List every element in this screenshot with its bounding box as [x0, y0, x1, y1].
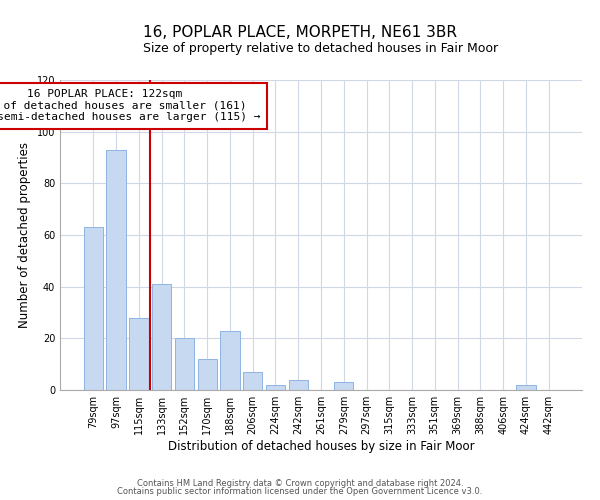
- Bar: [516, 385, 536, 390]
- Bar: [106, 150, 126, 390]
- Bar: [152, 284, 172, 390]
- Text: 16 POPLAR PLACE: 122sqm
← 55% of detached houses are smaller (161)
39% of semi-d: 16 POPLAR PLACE: 122sqm ← 55% of detache…: [0, 89, 260, 122]
- Bar: [129, 318, 149, 390]
- Bar: [84, 227, 103, 390]
- Y-axis label: Number of detached properties: Number of detached properties: [18, 142, 31, 328]
- Bar: [243, 372, 262, 390]
- Bar: [197, 359, 217, 390]
- Bar: [334, 382, 353, 390]
- X-axis label: Distribution of detached houses by size in Fair Moor: Distribution of detached houses by size …: [167, 440, 475, 453]
- Text: 16, POPLAR PLACE, MORPETH, NE61 3BR: 16, POPLAR PLACE, MORPETH, NE61 3BR: [143, 25, 457, 40]
- Bar: [266, 385, 285, 390]
- Bar: [175, 338, 194, 390]
- Bar: [289, 380, 308, 390]
- Bar: [220, 330, 239, 390]
- Text: Contains HM Land Registry data © Crown copyright and database right 2024.: Contains HM Land Registry data © Crown c…: [137, 478, 463, 488]
- Text: Contains public sector information licensed under the Open Government Licence v3: Contains public sector information licen…: [118, 487, 482, 496]
- Title: Size of property relative to detached houses in Fair Moor: Size of property relative to detached ho…: [143, 42, 499, 55]
